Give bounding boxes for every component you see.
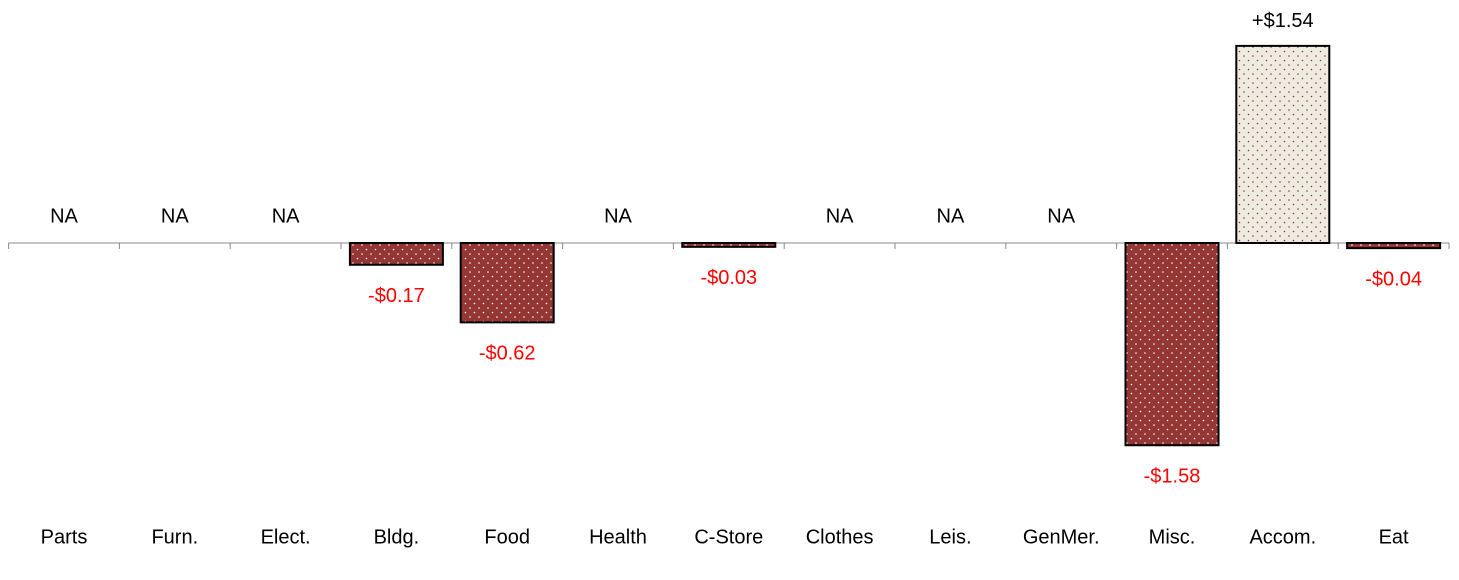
x-tick-label: Accom. xyxy=(1249,526,1316,548)
x-tick-label: Leis. xyxy=(929,526,971,548)
x-tick-label: Furn. xyxy=(151,526,198,548)
value-label: NA xyxy=(604,205,632,227)
x-tick-label: Parts xyxy=(41,526,88,548)
x-tick-label: Health xyxy=(589,526,647,548)
value-label: -$1.58 xyxy=(1144,466,1201,488)
x-tick-label: Food xyxy=(484,526,530,548)
value-label: -$0.04 xyxy=(1365,268,1422,290)
value-label: NA xyxy=(1047,205,1075,227)
x-tick-label: Clothes xyxy=(806,526,874,548)
bar xyxy=(459,242,555,324)
value-label: -$0.03 xyxy=(700,267,757,289)
value-label: NA xyxy=(826,205,854,227)
bar xyxy=(1235,44,1331,244)
x-tick-label: Bldg. xyxy=(374,526,420,548)
x-tick-label: GenMer. xyxy=(1023,526,1100,548)
bar xyxy=(1346,242,1442,250)
value-label: NA xyxy=(937,205,965,227)
bar xyxy=(348,242,444,266)
value-label: NA xyxy=(161,205,189,227)
value-label: +$1.54 xyxy=(1252,10,1314,32)
x-tick-label: Eat xyxy=(1379,526,1409,548)
bar xyxy=(681,242,777,248)
value-label: NA xyxy=(272,205,300,227)
value-label: -$0.62 xyxy=(479,343,536,365)
x-tick-label: Elect. xyxy=(261,526,311,548)
x-tick-label: Misc. xyxy=(1149,526,1196,548)
bar xyxy=(1124,242,1220,447)
value-label: NA xyxy=(50,205,78,227)
value-label: -$0.17 xyxy=(368,285,425,307)
x-tick-label: C-Store xyxy=(694,526,763,548)
